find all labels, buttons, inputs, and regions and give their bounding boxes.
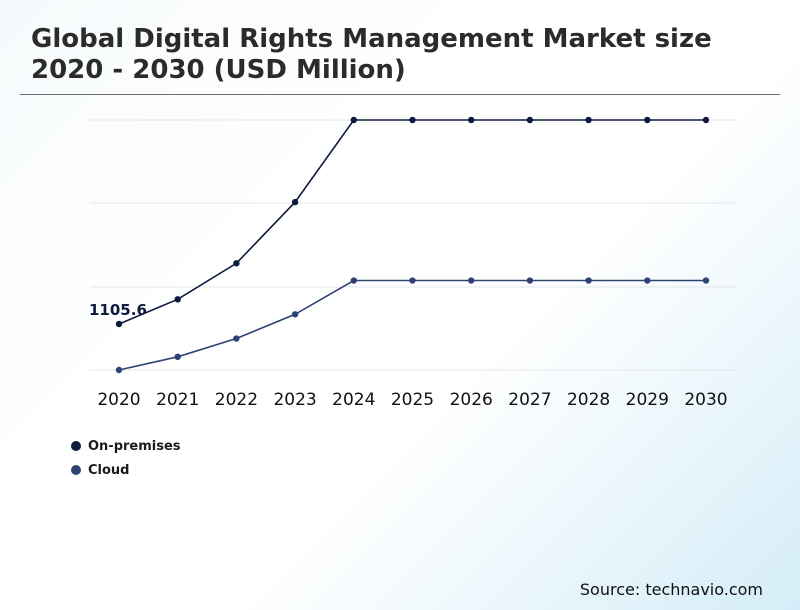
- x-tick-label-2027: 2027: [508, 390, 551, 410]
- legend-label-cloud: Cloud: [88, 462, 130, 478]
- chart-legend: On-premises Cloud: [71, 434, 181, 482]
- data-point-cloud-2023: [291, 311, 299, 318]
- series-line-on-premises: [118, 119, 706, 325]
- title-divider: [20, 94, 780, 95]
- data-point-on-premises-2021: [174, 296, 181, 303]
- x-tick-label-2024: 2024: [332, 390, 375, 410]
- data-point-cloud-2024: [350, 277, 357, 284]
- x-tick-label-2030: 2030: [684, 390, 727, 410]
- x-tick-label-2023: 2023: [273, 390, 316, 410]
- source-note: Source: technavio.com: [579, 580, 763, 599]
- legend-item-cloud: Cloud: [71, 458, 181, 482]
- data-point-cloud-2025: [409, 277, 416, 284]
- x-tick-label-2026: 2026: [450, 390, 493, 410]
- data-label-0: 1105.6: [89, 301, 147, 319]
- chart-title: Global Digital Rights Management Market …: [31, 24, 712, 85]
- data-point-on-premises-2020: [115, 320, 123, 328]
- x-tick-label-2022: 2022: [215, 390, 258, 410]
- data-point-on-premises-2029: [644, 116, 651, 124]
- data-point-cloud-2021: [174, 353, 181, 361]
- data-point-on-premises-2026: [468, 116, 475, 124]
- data-point-on-premises-2023: [291, 198, 299, 206]
- line-chart: 2020 2021 2022 2023 2024 2025 2026 2027 2028 2029…: [89, 116, 736, 410]
- data-point-on-premises-2028: [585, 116, 592, 124]
- data-point-cloud-2022: [233, 335, 240, 342]
- data-point-cloud-2030: [702, 277, 710, 284]
- x-tick-label-2025: 2025: [391, 390, 434, 410]
- data-point-cloud-2029: [644, 277, 651, 284]
- x-tick-label-2028: 2028: [567, 390, 610, 410]
- data-point-on-premises-2027: [526, 116, 534, 124]
- x-tick-label-2029: 2029: [626, 390, 669, 410]
- data-point-cloud-2020: [115, 366, 123, 374]
- data-point-on-premises-2030: [702, 116, 710, 124]
- data-point-on-premises-2025: [409, 116, 416, 124]
- data-point-on-premises-2022: [233, 260, 240, 267]
- legend-marker-cloud: [71, 465, 81, 475]
- x-tick-label-2020: 2020: [97, 390, 140, 410]
- data-point-on-premises-2024: [350, 116, 357, 124]
- series-line-cloud: [118, 279, 706, 371]
- legend-marker-on-premises: [71, 441, 81, 451]
- legend-item-on-premises: On-premises: [71, 434, 181, 458]
- x-tick-label-2021: 2021: [156, 390, 199, 410]
- data-point-cloud-2028: [585, 277, 592, 284]
- data-point-cloud-2026: [468, 277, 475, 284]
- data-point-cloud-2027: [526, 277, 534, 284]
- legend-label-on-premises: On-premises: [88, 438, 181, 454]
